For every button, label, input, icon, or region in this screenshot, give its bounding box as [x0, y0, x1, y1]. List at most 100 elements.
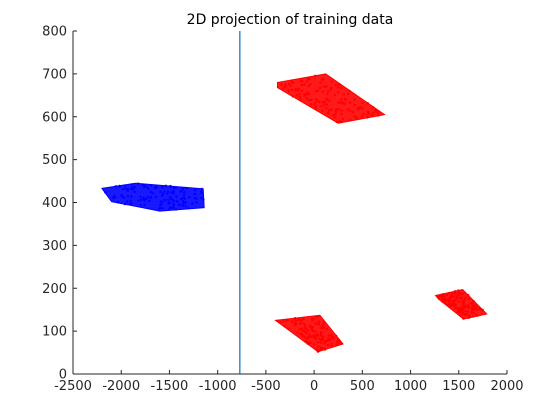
data-point [314, 330, 317, 333]
data-point [456, 310, 459, 314]
data-point [330, 80, 333, 83]
data-point [305, 80, 309, 83]
series-0 [101, 182, 205, 212]
data-point [461, 301, 464, 304]
data-point [317, 100, 321, 104]
data-point [130, 195, 133, 198]
data-point [467, 298, 471, 301]
data-point [451, 292, 454, 295]
data-point [464, 296, 467, 299]
series-1 [274, 73, 488, 353]
data-point [164, 184, 167, 187]
data-point [462, 292, 465, 296]
data-point [294, 322, 297, 325]
x-tick-label: -1000 [199, 379, 237, 394]
data-point [308, 324, 312, 327]
data-point [311, 317, 314, 321]
data-point [454, 304, 458, 307]
data-point [181, 188, 184, 191]
data-point [459, 291, 462, 294]
data-point [338, 101, 341, 104]
data-point [323, 341, 326, 345]
data-point [284, 83, 287, 87]
data-point [301, 329, 304, 332]
data-point [372, 111, 375, 114]
data-point [300, 80, 304, 83]
cluster-1-1 [274, 314, 344, 353]
data-point [180, 198, 183, 201]
data-point [141, 183, 144, 187]
y-tick-label: 200 [42, 282, 67, 297]
data-point [279, 320, 282, 324]
data-point [354, 115, 357, 118]
data-point [130, 183, 134, 186]
data-point [348, 119, 352, 122]
data-point [295, 94, 299, 97]
data-point [142, 196, 145, 200]
data-point [308, 77, 311, 81]
data-point [457, 300, 461, 303]
data-point [182, 193, 186, 196]
y-tick-label: 300 [42, 239, 67, 254]
data-point [455, 297, 459, 300]
data-point [195, 197, 198, 200]
data-point [457, 291, 460, 295]
data-point [451, 301, 455, 305]
data-point [145, 197, 148, 201]
data-point [346, 108, 350, 111]
data-point [291, 320, 294, 323]
data-point [327, 109, 331, 112]
data-point [314, 74, 317, 78]
data-point [312, 335, 316, 339]
data-point [148, 199, 151, 203]
data-point [340, 98, 343, 101]
data-point [178, 203, 182, 206]
data-point [338, 83, 342, 87]
data-point [327, 334, 330, 337]
data-point [139, 195, 142, 199]
data-point [130, 187, 133, 190]
data-point [458, 311, 461, 314]
data-point [315, 333, 318, 336]
data-point [139, 203, 142, 207]
data-point [326, 92, 329, 96]
y-tick-label: 100 [42, 325, 67, 340]
data-point [366, 102, 369, 105]
data-point [319, 332, 323, 336]
data-point [168, 196, 172, 199]
data-point [125, 200, 129, 203]
y-tick-label: 0 [59, 368, 67, 383]
x-tick-label: -2000 [102, 379, 140, 394]
data-point [299, 319, 302, 322]
data-point [163, 190, 166, 193]
data-point [276, 319, 279, 322]
data-point [193, 192, 196, 196]
data-point [185, 186, 188, 190]
data-point [303, 336, 307, 339]
data-point [460, 305, 463, 309]
data-point [145, 185, 148, 188]
x-tick-label: 0 [310, 379, 318, 394]
data-point [304, 326, 307, 330]
data-point [183, 197, 186, 201]
data-point [302, 318, 305, 321]
data-point [305, 96, 308, 100]
data-point [377, 114, 380, 117]
data-point [297, 89, 300, 92]
data-point [330, 334, 333, 337]
data-point [172, 204, 175, 207]
data-point [347, 92, 350, 96]
data-point [326, 339, 330, 342]
data-point [282, 320, 285, 323]
data-point [463, 299, 466, 302]
data-point [377, 111, 380, 114]
data-point [448, 305, 452, 309]
data-point [183, 190, 186, 194]
data-point [328, 99, 331, 103]
data-point [318, 337, 321, 340]
data-point [442, 299, 445, 302]
data-point [339, 342, 342, 345]
data-point [303, 83, 306, 86]
data-point [289, 84, 292, 88]
